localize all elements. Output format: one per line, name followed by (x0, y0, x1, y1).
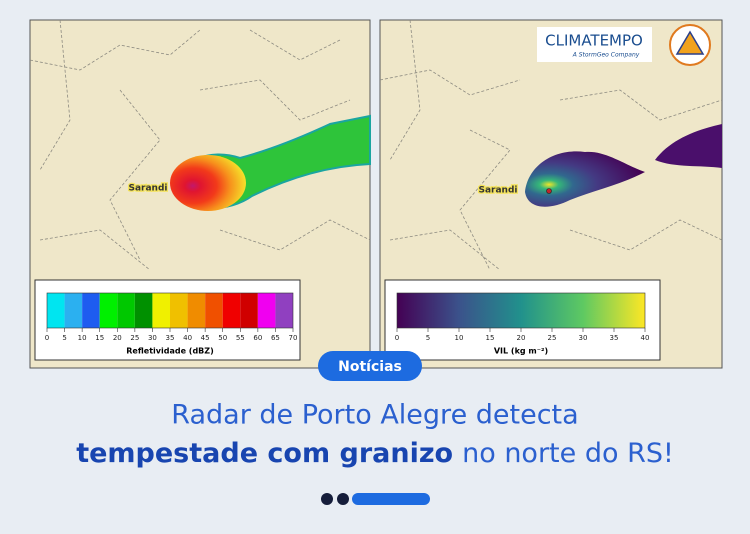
place-label: Sarandi (128, 184, 167, 194)
colorbar-tick-label: 40 (183, 334, 192, 342)
map-borders (379, 19, 723, 271)
colorbar-segment (82, 293, 100, 328)
colorbar-tick-label: 30 (148, 334, 157, 342)
colorbar-segment (47, 293, 65, 328)
radar-core (170, 155, 246, 211)
colorbar-segment (205, 293, 223, 328)
colorbar-segment (275, 293, 293, 328)
colorbar-segment (222, 293, 241, 328)
colorbar-segment (64, 293, 83, 328)
colorbar-segment (240, 293, 258, 328)
colorbar-tick-label: 20 (113, 334, 122, 342)
colorbar-segment (257, 293, 276, 328)
colorbar-tick-label: 20 (517, 334, 526, 342)
colorbar-segment (99, 293, 118, 328)
colorbar-tick-label: 15 (486, 334, 495, 342)
colorbar-gradient (396, 292, 646, 329)
colorbar-segment (187, 293, 206, 328)
colorbar-segment (152, 293, 170, 328)
colorbar-tick-label: 15 (95, 334, 104, 342)
colorbar-label: VIL (kg m⁻²) (494, 347, 548, 356)
place-label: Sarandi (478, 186, 517, 196)
colorbar-tick-label: 40 (641, 334, 650, 342)
colorbar: 0 5 10 15 20 25 30 35 40 45 50 55 60 65 70 (45, 292, 298, 342)
colorbar-segment (170, 293, 188, 328)
colorbar-label: Refletividade (dBZ) (126, 347, 213, 356)
colorbar-tick-label: 55 (236, 334, 245, 342)
civil-defense-triangle (675, 30, 705, 55)
colorbar-tick-label: 10 (78, 334, 87, 342)
colorbar-segment (134, 293, 153, 328)
logo-name: CLIMATEMPO (545, 32, 643, 50)
colorbar-tick-label: 35 (610, 334, 619, 342)
colorbar-tick-label: 25 (130, 334, 139, 342)
colorbar-tick-label: 0 (45, 334, 49, 342)
colorbar-tick-label: 25 (548, 334, 557, 342)
colorbar-segment (117, 293, 135, 328)
colorbar-tick-label: 30 (579, 334, 588, 342)
colorbar-tick-label: 0 (395, 334, 399, 342)
vil-echo (655, 124, 722, 168)
colorbar: 0 5 10 15 20 25 30 35 40 (395, 328, 650, 342)
pager-dot (337, 493, 349, 505)
colorbar-tick-label: 70 (289, 334, 298, 342)
colorbar-tick-label: 35 (166, 334, 175, 342)
vil-echo (525, 151, 645, 207)
colorbar-tick-label: 5 (62, 334, 66, 342)
headline-bold: tempestade com granizo (76, 438, 453, 469)
colorbar-tick-label: 10 (455, 334, 464, 342)
colorbar-tick-label: 65 (271, 334, 280, 342)
badge (318, 351, 422, 381)
pager-active (352, 493, 430, 505)
colorbar-tick-label: 60 (253, 334, 262, 342)
marker (546, 188, 552, 194)
headline-line: Radar de Porto Alegre detecta (171, 400, 578, 431)
pager-dot (321, 493, 333, 505)
map-borders (29, 19, 371, 271)
logo-tagline: A StormGeo Company (572, 52, 640, 59)
colorbar-tick-label: 45 (201, 334, 210, 342)
badge-text: Notícias (338, 359, 402, 375)
colorbar-tick-label: 5 (426, 334, 430, 342)
headline-rest: no norte do RS! (462, 438, 674, 469)
colorbar-tick-label: 50 (218, 334, 227, 342)
logo-box (537, 27, 652, 62)
headline-line: tempestade com granizo no norte do RS! (76, 438, 674, 469)
